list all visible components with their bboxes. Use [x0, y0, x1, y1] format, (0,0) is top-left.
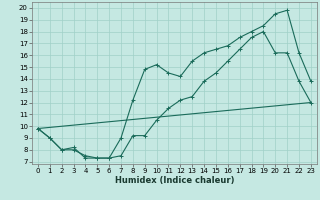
X-axis label: Humidex (Indice chaleur): Humidex (Indice chaleur): [115, 176, 234, 185]
